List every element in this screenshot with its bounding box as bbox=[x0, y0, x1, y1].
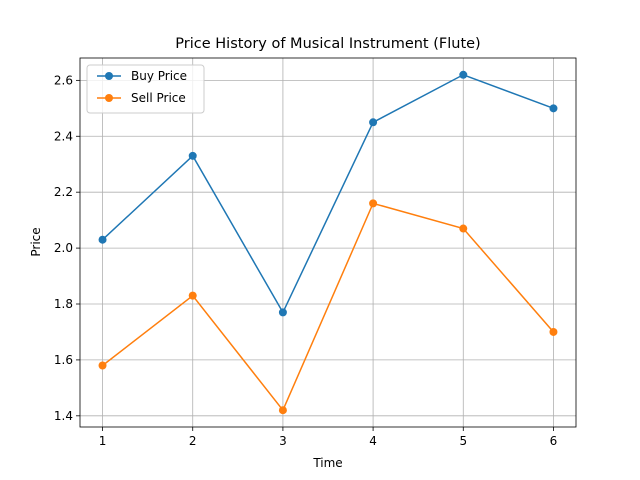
data-point-sell-price bbox=[98, 361, 107, 370]
x-tick-label: 2 bbox=[189, 434, 197, 448]
grid-lines bbox=[80, 58, 576, 427]
legend: Buy Price Sell Price bbox=[86, 64, 205, 114]
plot-frame bbox=[79, 57, 577, 428]
chart-title: Price History of Musical Instrument (Flu… bbox=[175, 36, 480, 52]
x-axis-label: Time bbox=[312, 456, 342, 470]
x-tick-label: 3 bbox=[279, 434, 287, 448]
series-line-buy-price bbox=[102, 73, 554, 315]
data-point-sell-price bbox=[278, 406, 287, 415]
data-point-buy-price bbox=[98, 235, 107, 244]
y-tick-label: 2.0 bbox=[54, 241, 73, 255]
y-tick-label: 1.4 bbox=[54, 409, 73, 423]
data-point-sell-price bbox=[369, 199, 378, 208]
y-tick-label: 1.8 bbox=[54, 297, 73, 311]
x-tick-label: 4 bbox=[369, 434, 377, 448]
legend-marker-buy-price bbox=[105, 72, 113, 80]
legend-label-sell-price: Sell Price bbox=[131, 91, 186, 105]
legend-marker-sell-price bbox=[105, 94, 113, 102]
axis-ticks: 1 2 3 4 5 6 1.4 1.6 1.8 2.0 2.2 2.4 2.6 bbox=[54, 73, 557, 448]
data-point-buy-price bbox=[278, 308, 287, 317]
legend-label-buy-price: Buy Price bbox=[131, 69, 187, 83]
legend-box bbox=[86, 64, 205, 114]
data-point-buy-price bbox=[369, 118, 378, 127]
data-point-sell-price bbox=[549, 327, 558, 336]
x-tick-label: 6 bbox=[550, 434, 558, 448]
y-axis-label: Price bbox=[29, 227, 43, 256]
data-point-buy-price bbox=[549, 104, 558, 113]
data-point-sell-price bbox=[459, 224, 468, 233]
y-tick-label: 1.6 bbox=[54, 353, 73, 367]
y-tick-label: 2.2 bbox=[54, 185, 73, 199]
x-tick-label: 1 bbox=[99, 434, 107, 448]
series-line-sell-price bbox=[102, 202, 555, 412]
y-tick-label: 2.4 bbox=[54, 129, 73, 143]
plot-series bbox=[98, 70, 558, 415]
data-point-sell-price bbox=[188, 291, 197, 300]
y-tick-label: 2.6 bbox=[54, 73, 73, 87]
x-tick-label: 5 bbox=[459, 434, 467, 448]
data-point-buy-price bbox=[188, 151, 197, 160]
data-point-buy-price bbox=[459, 70, 468, 79]
